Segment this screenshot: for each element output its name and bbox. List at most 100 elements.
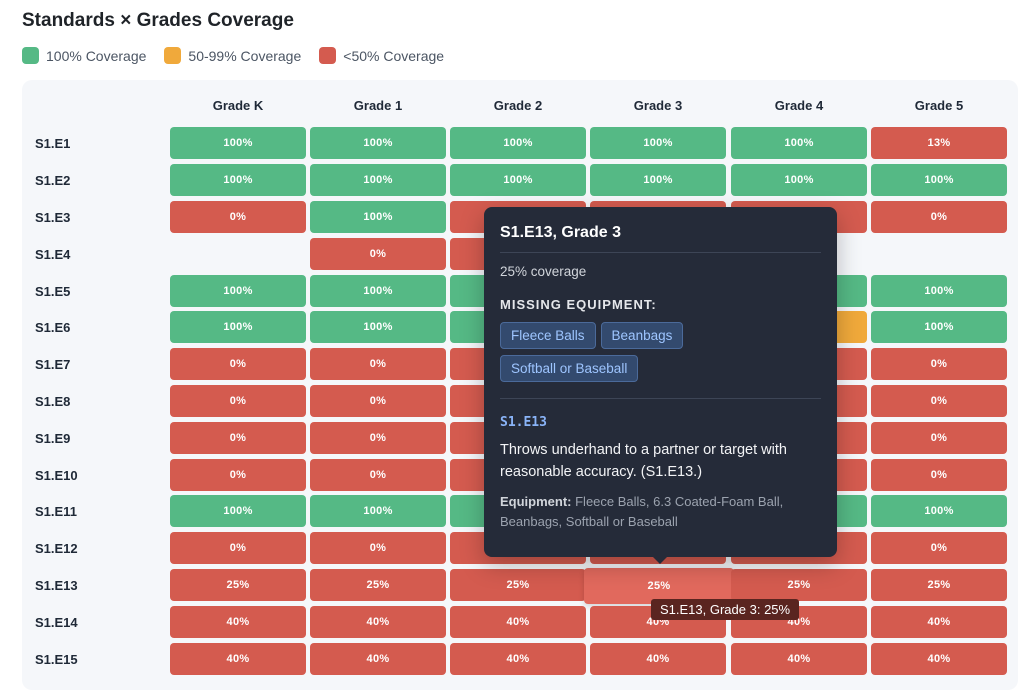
- coverage-cell[interactable]: 0%: [310, 532, 446, 564]
- coverage-cell[interactable]: 100%: [871, 311, 1007, 343]
- coverage-cell[interactable]: 100%: [170, 311, 306, 343]
- legend-label: <50% Coverage: [343, 47, 445, 64]
- missing-equipment-heading: MISSING EQUIPMENT:: [500, 297, 657, 312]
- row-label: S1.E5: [35, 284, 71, 299]
- tooltip-divider: [500, 252, 821, 253]
- coverage-cell[interactable]: 100%: [871, 164, 1007, 196]
- legend-label: 100% Coverage: [46, 47, 147, 64]
- coverage-cell[interactable]: 100%: [590, 127, 726, 159]
- row-label: S1.E3: [35, 210, 71, 225]
- row-label: S1.E13: [35, 578, 78, 593]
- column-header: Grade 3: [633, 98, 683, 113]
- row-label: S1.E11: [35, 504, 77, 519]
- coverage-cell[interactable]: 100%: [450, 127, 586, 159]
- coverage-cell[interactable]: 0%: [310, 348, 446, 380]
- coverage-cell[interactable]: 40%: [170, 606, 306, 638]
- coverage-cell[interactable]: 0%: [170, 532, 306, 564]
- tooltip-divider: [500, 398, 821, 399]
- column-header: Grade K: [212, 98, 264, 113]
- row-label: S1.E7: [35, 357, 71, 372]
- coverage-cell[interactable]: 100%: [170, 127, 306, 159]
- coverage-cell[interactable]: 100%: [310, 164, 446, 196]
- coverage-cell[interactable]: 100%: [310, 495, 446, 527]
- legend-item-partial: 50-99% Coverage: [164, 47, 301, 64]
- coverage-cell[interactable]: 40%: [731, 643, 867, 675]
- coverage-cell[interactable]: 0%: [871, 422, 1007, 454]
- row-label: S1.E12: [35, 541, 78, 556]
- coverage-cell[interactable]: 13%: [871, 127, 1007, 159]
- legend-swatch-green: [22, 47, 39, 64]
- coverage-cell[interactable]: 0%: [871, 201, 1007, 233]
- coverage-cell[interactable]: 0%: [310, 422, 446, 454]
- coverage-cell[interactable]: 0%: [871, 532, 1007, 564]
- row-label: S1.E2: [35, 173, 71, 188]
- coverage-cell[interactable]: 0%: [170, 459, 306, 491]
- standard-code: S1.E13: [500, 415, 547, 430]
- coverage-cell[interactable]: 100%: [310, 127, 446, 159]
- coverage-cell[interactable]: 25%: [871, 569, 1007, 601]
- legend-swatch-orange: [164, 47, 182, 64]
- row-label: S1.E10: [35, 468, 78, 483]
- coverage-cell[interactable]: 100%: [170, 495, 306, 527]
- coverage-cell[interactable]: 40%: [450, 606, 586, 638]
- legend-label: 50-99% Coverage: [188, 47, 302, 64]
- coverage-cell[interactable]: 100%: [310, 201, 446, 233]
- coverage-cell[interactable]: 25%: [584, 568, 734, 604]
- coverage-cell[interactable]: 40%: [310, 606, 446, 638]
- coverage-cell[interactable]: 100%: [731, 164, 867, 196]
- coverage-cell[interactable]: 25%: [450, 569, 586, 601]
- row-label: S1.E8: [35, 394, 71, 409]
- coverage-cell[interactable]: 0%: [310, 385, 446, 417]
- coverage-cell[interactable]: 0%: [871, 459, 1007, 491]
- coverage-cell[interactable]: 100%: [871, 495, 1007, 527]
- coverage-cell[interactable]: 100%: [170, 275, 306, 307]
- coverage-cell[interactable]: 100%: [310, 311, 446, 343]
- coverage-cell[interactable]: 100%: [450, 164, 586, 196]
- row-label: S1.E4: [35, 247, 71, 262]
- equipment-list: Equipment: Fleece Balls, 6.3 Coated-Foam…: [500, 492, 821, 532]
- equipment-label: Equipment:: [500, 494, 572, 509]
- coverage-cell[interactable]: 100%: [590, 164, 726, 196]
- page-title: Standards × Grades Coverage: [22, 10, 294, 31]
- coverage-cell[interactable]: 0%: [170, 201, 306, 233]
- coverage-cell[interactable]: 0%: [310, 238, 446, 270]
- equipment-chip: Softball or Baseball: [500, 355, 639, 382]
- coverage-cell[interactable]: 25%: [310, 569, 446, 601]
- coverage-cell[interactable]: 40%: [871, 606, 1007, 638]
- coverage-cell[interactable]: 100%: [871, 275, 1007, 307]
- missing-equipment-list: Fleece Balls Beanbags Softball or Baseba…: [500, 322, 730, 388]
- tooltip-coverage: 25% coverage: [500, 264, 587, 279]
- row-label: S1.E15: [35, 652, 78, 667]
- tooltip-title: S1.E13, Grade 3: [500, 224, 621, 241]
- details-tooltip: S1.E13, Grade 3 25% coverage MISSING EQU…: [484, 207, 837, 564]
- coverage-cell[interactable]: 0%: [170, 422, 306, 454]
- coverage-cell[interactable]: 0%: [871, 348, 1007, 380]
- coverage-cell[interactable]: 100%: [731, 127, 867, 159]
- coverage-cell[interactable]: 25%: [731, 569, 867, 601]
- row-label: S1.E9: [35, 431, 71, 446]
- hover-tooltip: S1.E13, Grade 3: 25%: [651, 599, 800, 620]
- coverage-cell: [871, 238, 1007, 270]
- legend-swatch-red: [319, 47, 337, 64]
- coverage-cell[interactable]: 40%: [450, 643, 586, 675]
- coverage-cell[interactable]: 40%: [310, 643, 446, 675]
- legend: 100% Coverage 50-99% Coverage <50% Cover…: [22, 47, 462, 64]
- coverage-cell[interactable]: 100%: [170, 164, 306, 196]
- equipment-text: Fleece Balls, 6.3 Coated-Foam Ball, Bean…: [500, 494, 784, 529]
- coverage-cell[interactable]: 40%: [590, 643, 726, 675]
- coverage-cell[interactable]: 25%: [170, 569, 306, 601]
- column-header: Grade 5: [914, 98, 964, 113]
- coverage-cell[interactable]: 0%: [170, 348, 306, 380]
- coverage-cell[interactable]: 100%: [310, 275, 446, 307]
- coverage-cell[interactable]: 40%: [871, 643, 1007, 675]
- tooltip-arrow: [652, 556, 668, 564]
- standard-description: Throws underhand to a partner or target …: [500, 442, 787, 480]
- coverage-cell[interactable]: 0%: [871, 385, 1007, 417]
- coverage-cell[interactable]: 0%: [170, 385, 306, 417]
- row-label: S1.E1: [35, 136, 71, 151]
- column-header: Grade 2: [493, 98, 543, 113]
- legend-item-low: <50% Coverage: [319, 47, 444, 64]
- coverage-cell[interactable]: 40%: [170, 643, 306, 675]
- legend-item-full: 100% Coverage: [22, 47, 146, 64]
- coverage-cell[interactable]: 0%: [310, 459, 446, 491]
